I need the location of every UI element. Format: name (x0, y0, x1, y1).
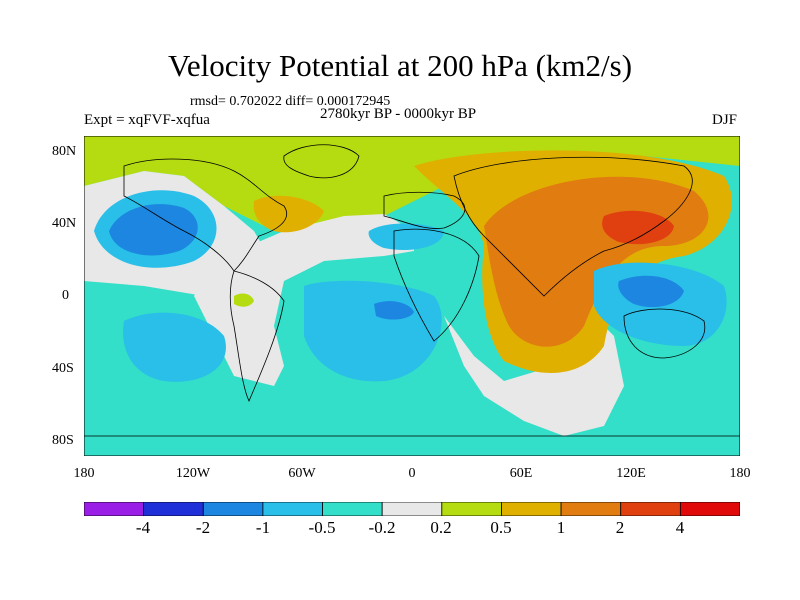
colorbar-label: -1 (255, 518, 271, 537)
season-label: DJF (712, 112, 738, 128)
colorbar (84, 502, 740, 516)
colorbar-label: 1 (556, 518, 566, 537)
lat-label: 40N (52, 216, 77, 231)
colorbar-swatch (560, 502, 622, 516)
colorbar-swatch (441, 502, 502, 516)
stats-text: rmsd= 0.702022 diff= 0.000172945 (190, 94, 391, 109)
experiment-label: Expt = xqFVF-xqfua (84, 112, 210, 128)
colorbar-label: -2 (195, 518, 211, 537)
colorbar-swatch (262, 502, 323, 516)
colorbar-label: -0.5 (308, 518, 336, 537)
lon-label: 120E (616, 466, 646, 481)
colorbar-swatch (84, 502, 145, 516)
colorbar-label: -0.2 (368, 518, 396, 537)
colorbar-label: 2 (615, 518, 625, 537)
lon-label: 60E (509, 466, 533, 481)
colorbar-swatch (202, 502, 264, 516)
colorbar-swatch (620, 502, 681, 516)
lon-label: 0 (408, 466, 416, 481)
lon-label: 60W (288, 466, 316, 481)
map-title: Velocity Potential at 200 hPa (km2/s) (167, 48, 633, 83)
period-text: 2780kyr BP - 0000kyr BP (320, 106, 477, 122)
colorbar-swatch (501, 502, 562, 516)
field-orange-namer (253, 195, 324, 233)
field-neutral-tropics (194, 214, 414, 386)
field-cyan-nafr (368, 223, 444, 251)
colorbar-label: 0.5 (490, 518, 512, 537)
field-cyan-spac (123, 312, 226, 382)
colorbar-swatch (679, 502, 740, 516)
lon-label: 120W (175, 466, 211, 481)
lat-label: 0 (62, 288, 69, 303)
field-red-asia (602, 210, 674, 245)
coastlines (84, 144, 740, 437)
colorbar-swatch (381, 502, 443, 516)
lon-label: 180 (73, 466, 95, 481)
field-blue-mc (618, 275, 684, 308)
colorbar-swatch (143, 502, 204, 516)
lon-label: 180 (729, 466, 751, 481)
colorbar-swatch (322, 502, 383, 516)
lat-label: 80S (52, 433, 74, 448)
field-blue-npac (109, 204, 198, 256)
lat-label: 40S (52, 361, 74, 376)
field-blue-atl (374, 301, 414, 320)
colorbar-label: 4 (675, 518, 685, 537)
lat-label: 80N (52, 144, 77, 159)
colorbar-label: -4 (135, 518, 151, 537)
colorbar-label: 0.2 (430, 518, 452, 537)
map-panel (84, 136, 740, 456)
field-green-sa (234, 293, 254, 307)
